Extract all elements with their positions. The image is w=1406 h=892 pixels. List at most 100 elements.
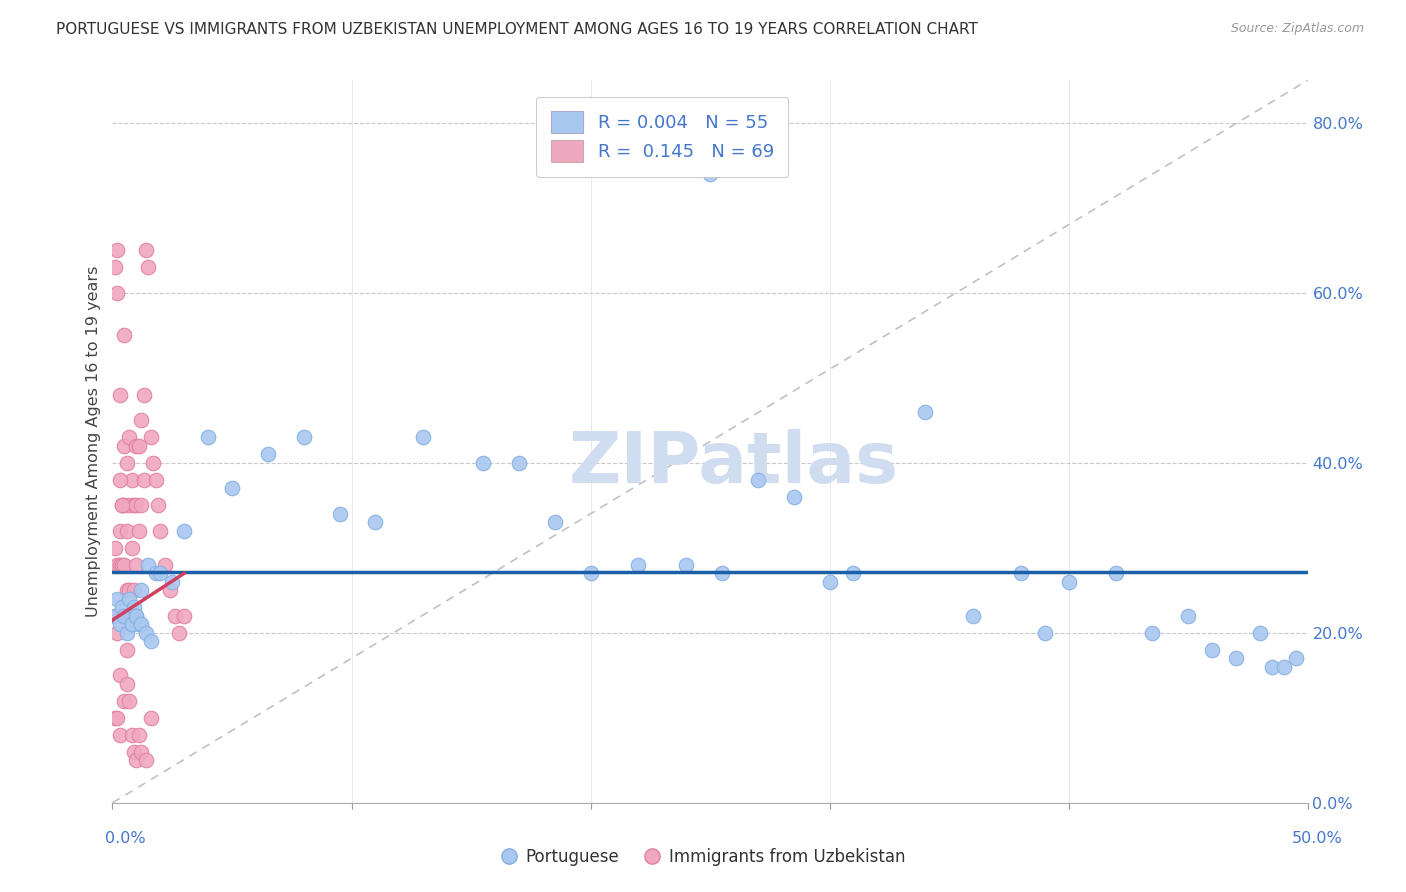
Point	[364, 516, 387, 530]
Point	[129, 583, 152, 598]
Point	[108, 668, 131, 682]
Point	[105, 625, 128, 640]
Point	[173, 524, 195, 538]
Point	[842, 566, 865, 581]
Point	[122, 498, 145, 512]
Point	[412, 430, 434, 444]
Point	[146, 498, 169, 512]
Point	[128, 617, 150, 632]
Point	[747, 473, 769, 487]
Point	[121, 617, 143, 632]
Point	[135, 244, 157, 258]
Point	[115, 456, 138, 470]
Point	[122, 745, 145, 759]
Point	[162, 574, 183, 589]
Point	[1105, 566, 1128, 581]
Point	[118, 583, 141, 598]
Point	[472, 456, 495, 470]
Point	[104, 711, 127, 725]
Point	[1142, 625, 1164, 640]
Point	[115, 583, 138, 598]
Point	[173, 608, 195, 623]
Point	[129, 498, 152, 512]
Point	[115, 677, 138, 691]
Point	[197, 430, 219, 444]
Point	[121, 541, 143, 555]
Point	[125, 608, 148, 623]
Point	[169, 625, 191, 640]
Point	[142, 456, 165, 470]
Point	[1010, 566, 1032, 581]
Point	[118, 430, 141, 444]
Point	[118, 498, 141, 512]
Point	[1033, 625, 1056, 640]
Point	[962, 608, 984, 623]
Point	[149, 566, 172, 581]
Point	[115, 625, 138, 640]
Point	[108, 473, 131, 487]
Point	[135, 753, 157, 767]
Point	[139, 634, 162, 648]
Point	[329, 507, 352, 521]
Point	[125, 608, 148, 623]
Point	[818, 574, 841, 589]
Point	[782, 490, 804, 504]
Point	[115, 642, 138, 657]
Point	[118, 694, 141, 708]
Point	[104, 260, 127, 275]
Text: 50.0%: 50.0%	[1292, 831, 1343, 846]
Point	[121, 728, 143, 742]
Point	[122, 600, 145, 615]
Point	[105, 711, 128, 725]
Legend: Portuguese, Immigrants from Uzbekistan: Portuguese, Immigrants from Uzbekistan	[494, 842, 912, 873]
Point	[115, 524, 138, 538]
Point	[149, 524, 172, 538]
Point	[1261, 660, 1284, 674]
Point	[105, 591, 128, 606]
Point	[914, 405, 936, 419]
Point	[105, 558, 128, 572]
Point	[221, 481, 243, 495]
Point	[132, 473, 155, 487]
Point	[108, 617, 131, 632]
Point	[699, 167, 721, 181]
Point	[579, 566, 602, 581]
Point	[292, 430, 315, 444]
Point	[104, 608, 127, 623]
Point	[129, 745, 152, 759]
Point	[138, 558, 160, 572]
Point	[257, 447, 280, 461]
Point	[125, 753, 148, 767]
Point	[104, 608, 127, 623]
Point	[114, 608, 135, 623]
Point	[114, 558, 135, 572]
Point	[128, 728, 150, 742]
Point	[1249, 625, 1271, 640]
Point	[129, 617, 152, 632]
Point	[114, 439, 135, 453]
Text: ZIPatlas: ZIPatlas	[569, 429, 898, 498]
Point	[108, 558, 131, 572]
Point	[121, 473, 143, 487]
Point	[1225, 651, 1247, 665]
Point	[108, 728, 131, 742]
Point	[711, 566, 734, 581]
Point	[145, 473, 167, 487]
Point	[125, 498, 148, 512]
Point	[163, 608, 186, 623]
Point	[111, 498, 134, 512]
Point	[114, 498, 135, 512]
Point	[675, 558, 697, 572]
Point	[1285, 651, 1308, 665]
Point	[128, 524, 150, 538]
Legend: R = 0.004   N = 55, R =  0.145   N = 69: R = 0.004 N = 55, R = 0.145 N = 69	[536, 96, 789, 177]
Point	[111, 558, 134, 572]
Point	[627, 558, 650, 572]
Point	[111, 498, 134, 512]
Point	[108, 608, 131, 623]
Point	[122, 583, 145, 598]
Point	[121, 608, 143, 623]
Y-axis label: Unemployment Among Ages 16 to 19 years: Unemployment Among Ages 16 to 19 years	[86, 266, 101, 617]
Text: PORTUGUESE VS IMMIGRANTS FROM UZBEKISTAN UNEMPLOYMENT AMONG AGES 16 TO 19 YEARS : PORTUGUESE VS IMMIGRANTS FROM UZBEKISTAN…	[56, 22, 979, 37]
Point	[104, 541, 127, 555]
